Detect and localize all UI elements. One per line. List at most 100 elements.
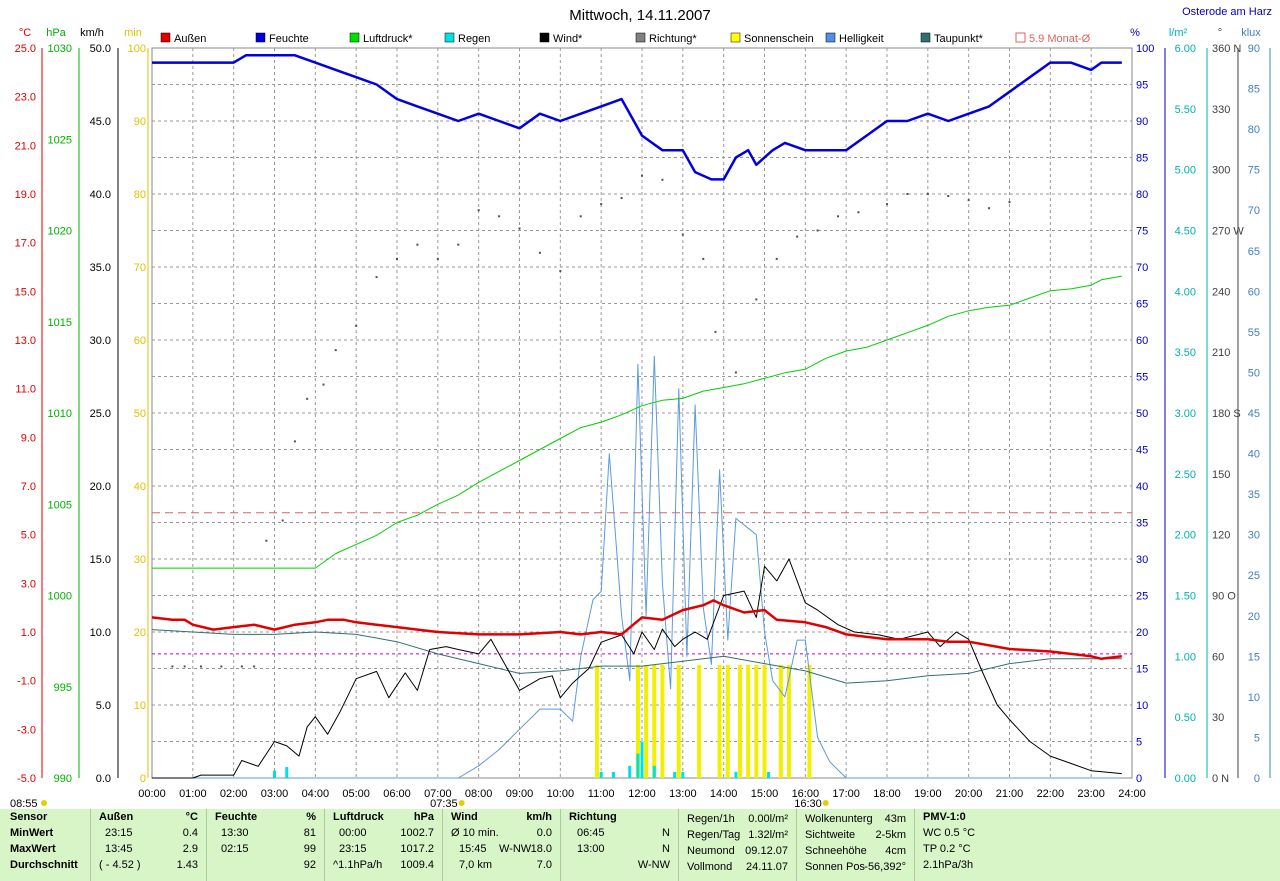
direction-dot <box>457 243 460 246</box>
dir-tick-label: 0 N <box>1212 773 1229 785</box>
hum-tick-label: 50 <box>1136 408 1148 420</box>
direction-dot <box>355 324 358 327</box>
statistics-panel: Sensor MinWert MaxWert Durchschnitt Auße… <box>0 809 1280 881</box>
sun-axis-unit: min <box>124 27 142 39</box>
luftdruck-unit: hPa <box>413 811 434 823</box>
hum-tick-label: 80 <box>1136 189 1148 201</box>
x-tick-label: 21:00 <box>996 788 1024 800</box>
wind-max-direction: W-NW <box>499 843 532 855</box>
temp-tick-label: 11.0 <box>15 384 36 396</box>
dir-tick-label: 240 <box>1212 286 1230 298</box>
direction-dot <box>579 215 582 218</box>
press-axis-unit: hPa <box>46 27 66 39</box>
x-tick-label: 14:00 <box>710 788 738 800</box>
lux-tick-label: 30 <box>1248 530 1260 542</box>
brightness-line <box>152 355 1122 779</box>
direction-dot <box>837 215 839 218</box>
legend-swatch <box>160 32 171 43</box>
dir-tick-label: 270 W <box>1212 226 1244 238</box>
lux-tick-label: 65 <box>1248 246 1260 258</box>
lux-tick-label: 75 <box>1248 165 1260 177</box>
x-tick-label: 06:00 <box>383 788 411 800</box>
direction-dot <box>281 519 284 522</box>
sun-tick-label: 60 <box>134 335 146 347</box>
x-tick-label: 00:00 <box>138 788 166 800</box>
press-tick-label: 1010 <box>48 408 72 420</box>
legend-label: 5.9 Monat-Ø <box>1029 33 1091 45</box>
direction-dot <box>436 257 439 260</box>
sunrise-icon <box>458 800 465 806</box>
direction-dot <box>396 257 398 260</box>
direction-dot <box>926 193 929 195</box>
feuchte-max-time: 02:15 <box>221 843 249 855</box>
hum-tick-label: 30 <box>1136 554 1148 566</box>
direction-dot <box>755 298 758 301</box>
rain-tick-label: 2.50 <box>1175 469 1196 481</box>
temp-tick-label: 9.0 <box>21 432 36 444</box>
wind-axis-unit: km/h <box>80 27 104 39</box>
pmv-pressure-trend: 2.1hPa/3h <box>923 859 974 871</box>
rain-tick-label: 5.00 <box>1175 165 1196 177</box>
hum-tick-label: 40 <box>1136 481 1148 493</box>
x-tick-label: 12:00 <box>628 788 656 800</box>
hum-tick-label: 55 <box>1136 372 1148 384</box>
wind-tick-label: 40.0 <box>90 189 111 201</box>
x-tick-label: 04:00 <box>302 788 330 800</box>
temp-tick-label: 15.0 <box>15 286 36 298</box>
direction-dot <box>477 209 480 212</box>
hum-tick-label: 70 <box>1136 262 1148 274</box>
direction-dot <box>253 665 256 668</box>
temp-tick-label: 7.0 <box>21 481 36 493</box>
x-tick-label: 18:00 <box>873 788 901 800</box>
humidity-line <box>152 54 1122 181</box>
wind-tick-label: 50.0 <box>90 43 111 55</box>
vollmond-value: 24.11.07 <box>745 861 788 873</box>
sunshine-bar <box>644 664 649 778</box>
vollmond-label: Vollmond <box>687 861 733 873</box>
sunshine-bar <box>652 664 657 778</box>
press-tick-label: 1005 <box>48 499 72 511</box>
rain-tick-label: 0.50 <box>1175 712 1196 724</box>
wind-unit: km/h <box>526 811 552 823</box>
richtung-column: Richtung 06:45 N 13:00 N W-NW <box>560 809 678 881</box>
sunshine-bar <box>754 664 759 778</box>
wind-tick-label: 35.0 <box>90 262 111 274</box>
rain-bar <box>273 770 276 778</box>
rain-axis-unit: l/m² <box>1169 27 1188 39</box>
pmv-header: PMV-1:0 <box>923 811 966 823</box>
wind-max-time: 15:45 <box>459 843 487 855</box>
aussen-min-value: 0.4 <box>182 827 198 839</box>
direction-dot <box>661 178 664 181</box>
lux-axis-unit: klux <box>1241 27 1261 39</box>
dir-tick-label: 120 <box>1212 530 1230 542</box>
pressure-line <box>152 275 1122 569</box>
x-tick-label: 11:00 <box>588 788 615 800</box>
richtung-max-value: N <box>662 843 670 855</box>
sunshine-bar <box>778 664 783 778</box>
x-tick-label: 24:00 <box>1118 788 1146 800</box>
feuchte-min-value: 81 <box>303 827 316 839</box>
max-label: MaxWert <box>10 843 56 855</box>
pmv-wc: WC 0.5 °C <box>923 827 976 839</box>
richtung-header: Richtung <box>569 811 617 823</box>
sun-tick-label: 70 <box>134 262 146 274</box>
hum-tick-label: 60 <box>1136 335 1148 347</box>
hum-tick-label: 10 <box>1136 700 1148 712</box>
min-label: MinWert <box>10 827 54 839</box>
wind-tick-label: 15.0 <box>90 554 111 566</box>
sunrise-label: 07:35 <box>430 798 458 810</box>
temp-tick-label: -3.0 <box>17 724 36 736</box>
rain-tick-label: 3.50 <box>1175 347 1196 359</box>
rain-tick-label: 1.50 <box>1175 591 1196 603</box>
dir-tick-label: 60 <box>1212 651 1224 663</box>
direction-dot <box>265 539 268 542</box>
dir-tick-label: 300 <box>1212 165 1230 177</box>
wolkenunterg-value: 43m <box>884 813 906 825</box>
press-tick-label: 1030 <box>48 43 72 55</box>
hum-tick-label: 35 <box>1136 518 1148 530</box>
direction-dot <box>600 203 603 206</box>
pmv-column: PMV-1:0 WC 0.5 °C TP 0.2 °C 2.1hPa/3h <box>914 809 1280 881</box>
direction-dot <box>220 665 223 668</box>
temp-tick-label: 17.0 <box>15 238 36 250</box>
temp-axis-unit: °C <box>19 27 31 39</box>
